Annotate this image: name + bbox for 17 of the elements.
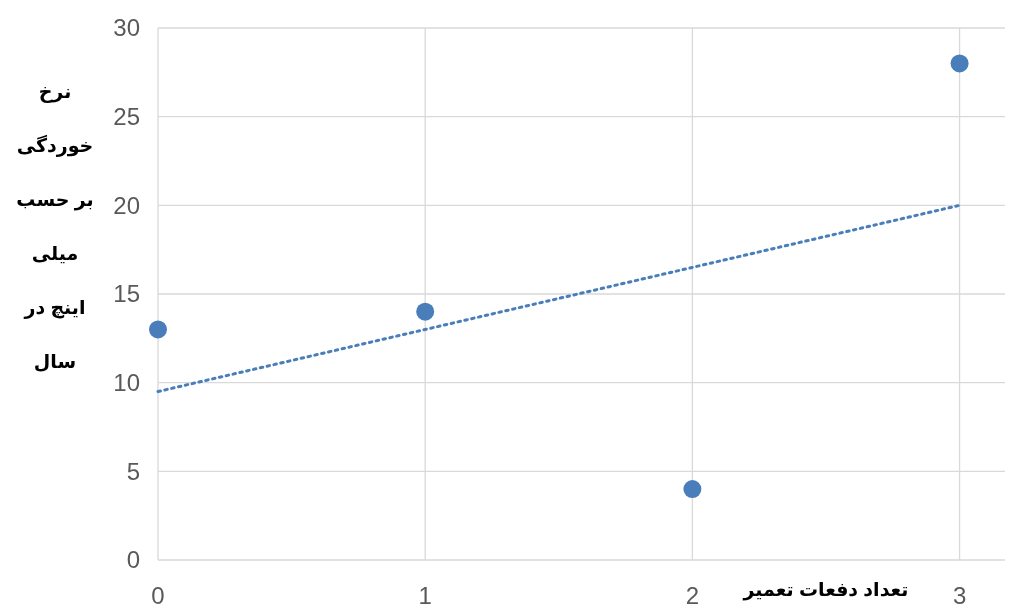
x-axis-title: تعداد دفعات تعمیر: [742, 579, 909, 601]
point: [416, 302, 435, 321]
y-tick-label: 15: [113, 280, 140, 308]
y-tick-label: 10: [113, 369, 140, 397]
x-tick-label: 2: [685, 582, 700, 608]
point: [149, 320, 167, 339]
x-tick-label: 0: [151, 582, 165, 608]
y-tick-label: 0: [126, 546, 140, 574]
y-tick-label: 20: [113, 191, 140, 219]
x-tick-label: 3: [952, 582, 967, 608]
point: [683, 480, 702, 499]
point: [950, 54, 969, 73]
y-tick-label: 30: [113, 14, 140, 42]
y-tick-label: 25: [113, 103, 140, 131]
text: نرخ خوردگی بر حسب میلی اینچ در سال: [16, 81, 94, 372]
y-tick-label: 5: [126, 457, 140, 485]
x-tick-label: 1: [418, 582, 432, 608]
